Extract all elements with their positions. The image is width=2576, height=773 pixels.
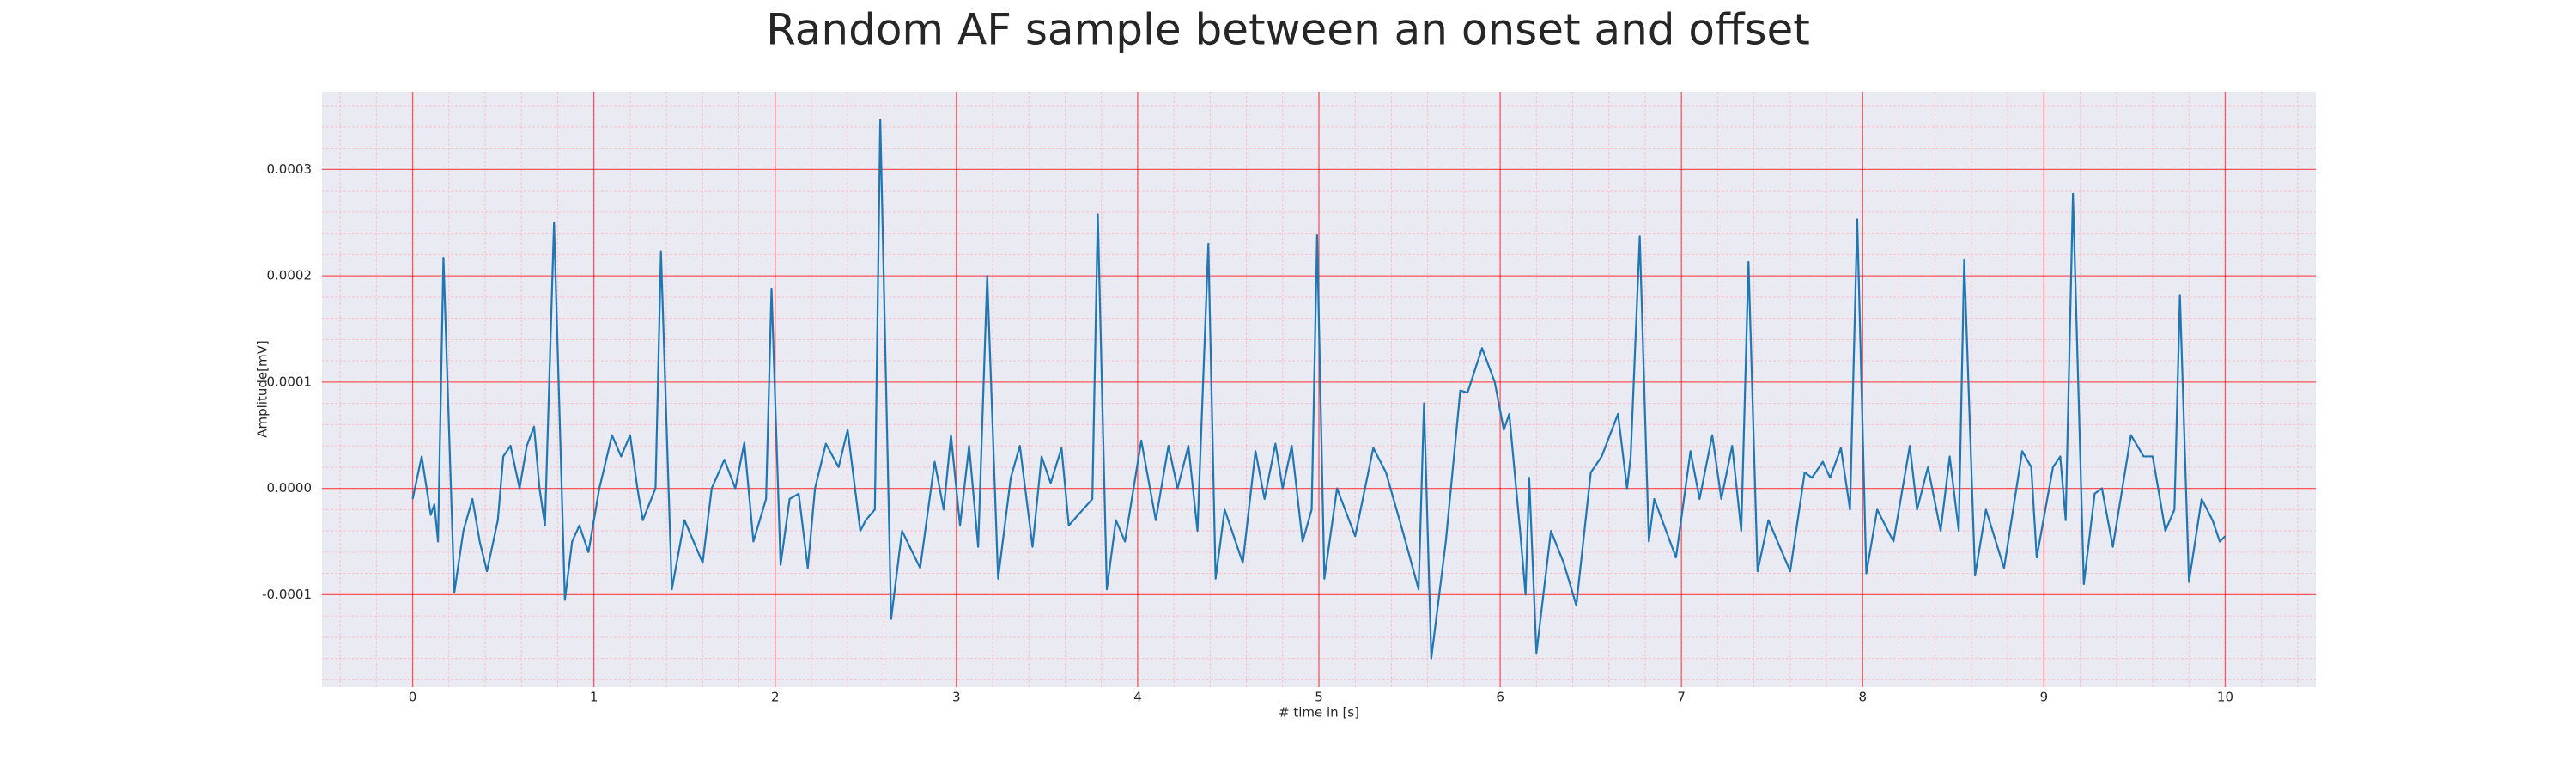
x-axis-label: # time in [s] bbox=[1279, 705, 1359, 721]
y-tick-label: 0.0000 bbox=[267, 480, 313, 496]
x-tick-label: 4 bbox=[1133, 690, 1142, 705]
signal-line bbox=[411, 119, 2227, 660]
x-tick-label: 0 bbox=[409, 690, 417, 705]
x-tick-label: 10 bbox=[2217, 690, 2233, 705]
y-tick-label: -0.0001 bbox=[262, 587, 312, 602]
x-tick-label: 8 bbox=[1858, 690, 1867, 705]
y-tick-label: 0.0001 bbox=[267, 374, 313, 389]
x-tick-label: 6 bbox=[1496, 690, 1504, 705]
x-tick-label: 5 bbox=[1315, 690, 1323, 705]
y-tick-label: 0.0002 bbox=[267, 268, 313, 283]
x-tick-label: 2 bbox=[771, 690, 780, 705]
x-tick-label: 1 bbox=[590, 690, 598, 705]
x-tick-label: 7 bbox=[1677, 690, 1686, 705]
x-tick-label: 3 bbox=[952, 690, 961, 705]
y-axis-label: Amplitude[mV] bbox=[255, 340, 270, 437]
y-tick-label: 0.0003 bbox=[267, 161, 313, 177]
chart-title: Random AF sample between an onset and of… bbox=[766, 5, 1810, 55]
x-tick-label: 9 bbox=[2040, 690, 2049, 705]
